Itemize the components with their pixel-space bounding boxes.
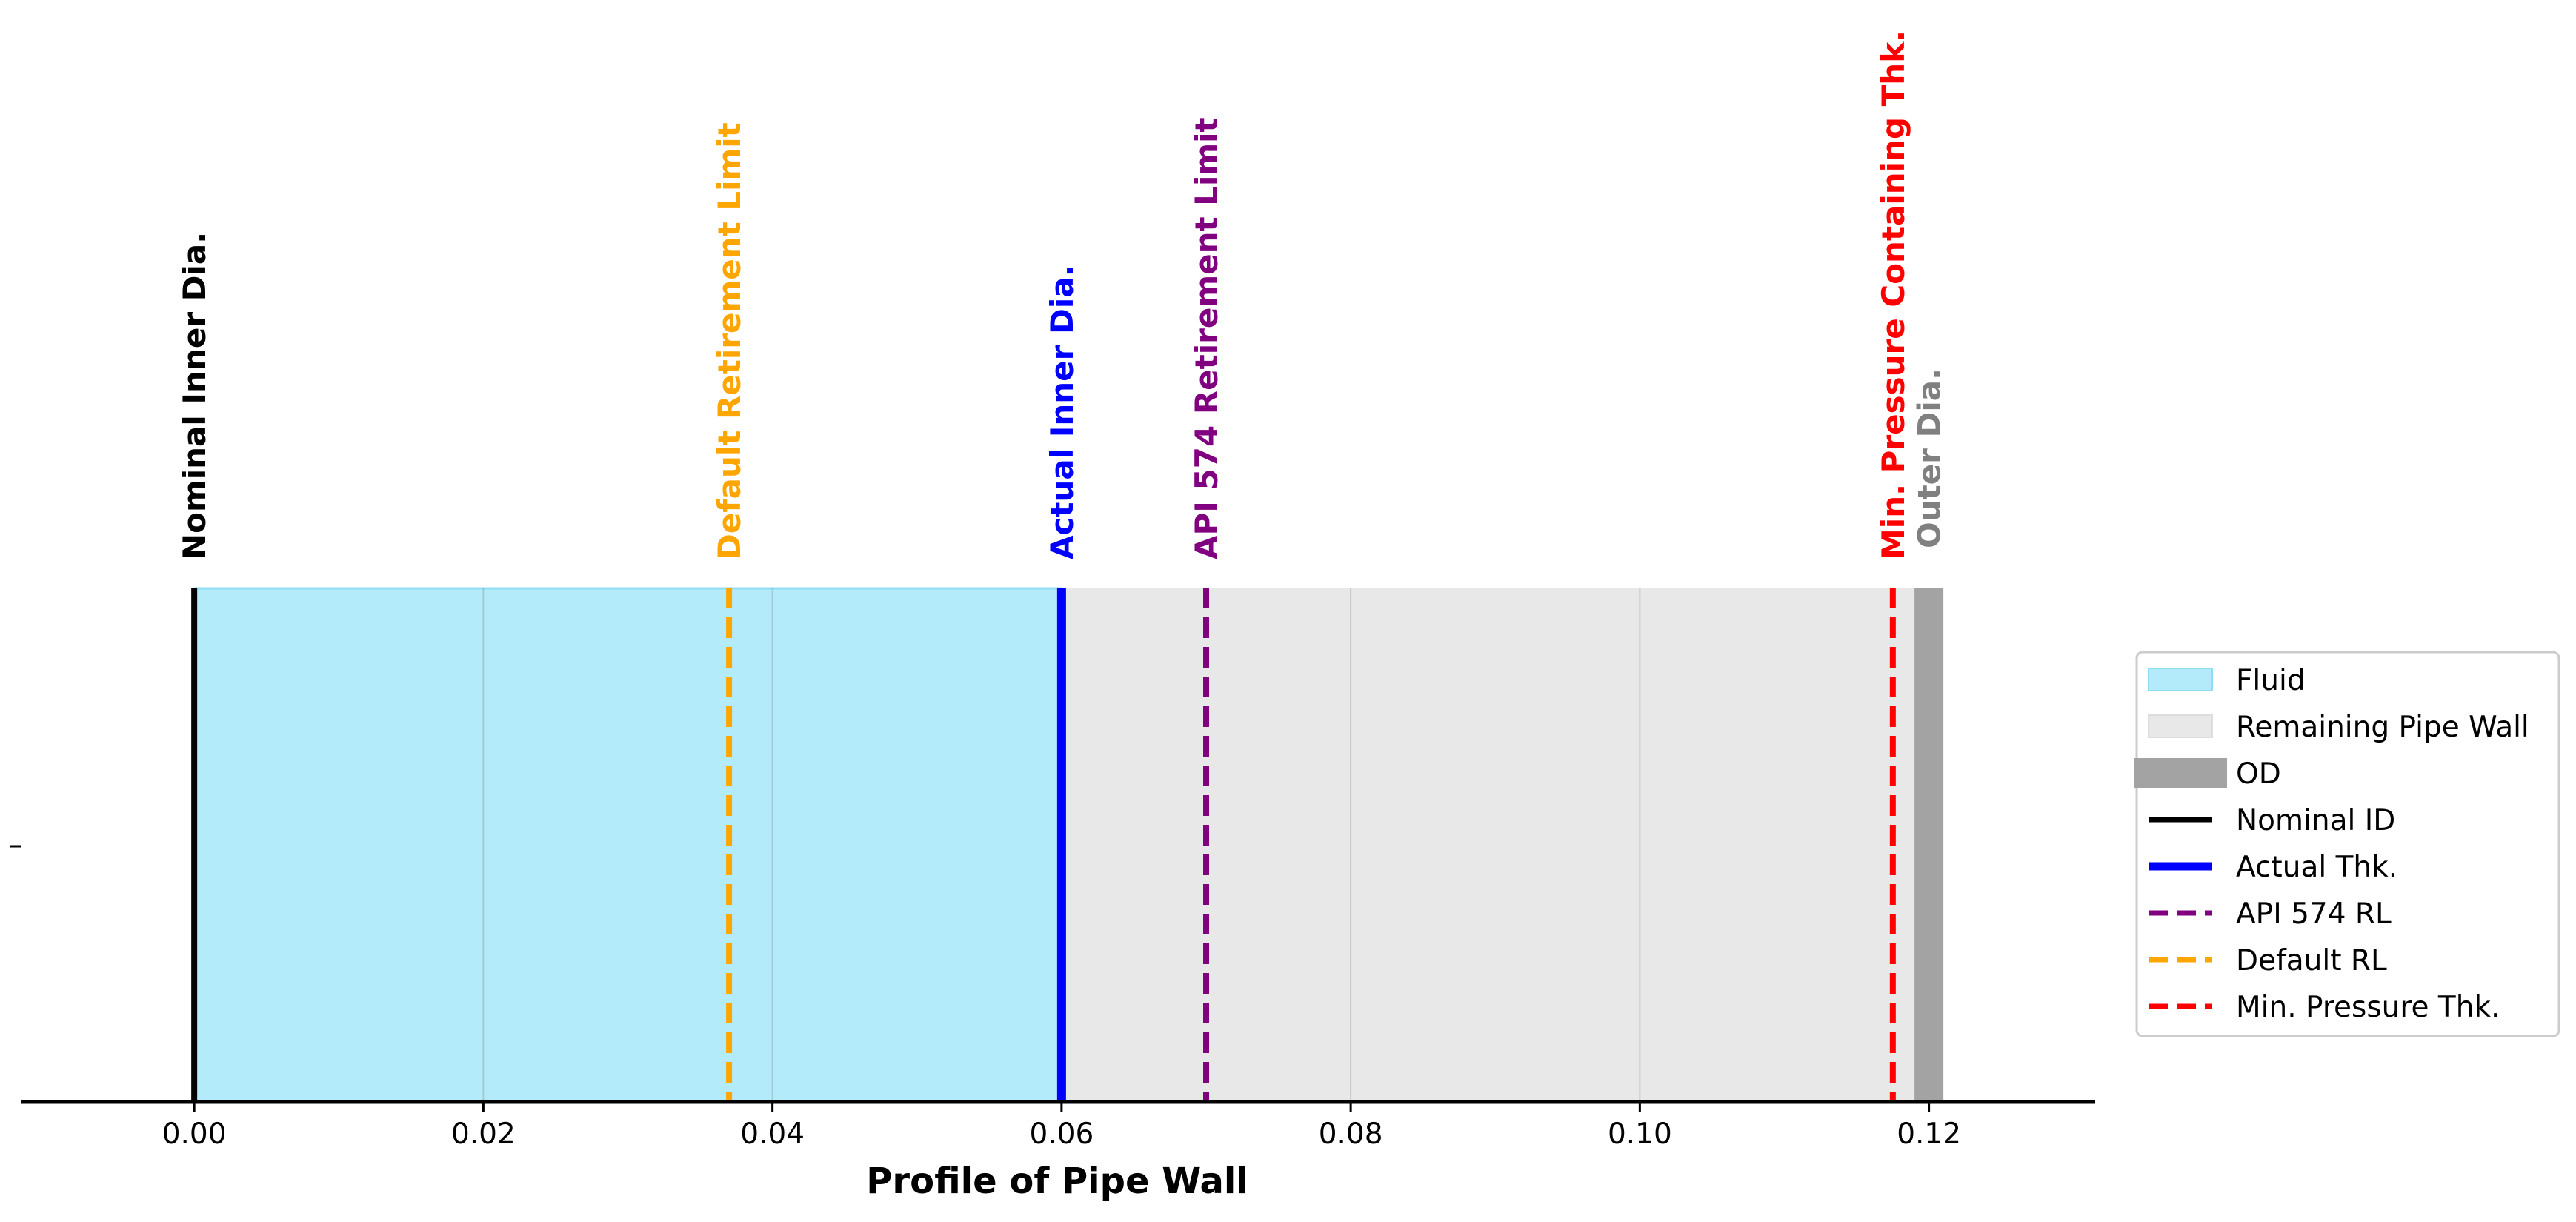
band-fluid — [194, 588, 1062, 1102]
x-tick-label: 0.02 — [451, 1118, 516, 1151]
legend-swatch-remaining-pipe-wall — [2148, 714, 2213, 738]
legend-label-remaining-pipe-wall: Remaining Pipe Wall — [2236, 711, 2529, 744]
marker-label-od: Outer Dia. — [1911, 368, 1948, 548]
legend-label-min-pressure-thk: Min. Pressure Thk. — [2236, 991, 2500, 1024]
marker-label-api-574-rl: API 574 Retirement Limit — [1188, 117, 1225, 559]
x-axis-title: Profile of Pipe Wall — [866, 1160, 1248, 1202]
legend-label-nominal-id: Nominal ID — [2236, 804, 2395, 837]
x-tick-label: 0.00 — [162, 1118, 227, 1151]
legend: Fluid Remaining Pipe Wall OD Nominal ID Actu… — [2134, 651, 2560, 1037]
legend-label-od: OD — [2236, 757, 2281, 791]
legend-label-fluid: Fluid — [2236, 664, 2306, 697]
marker-label-nominal-id: Nominal Inner Dia. — [176, 232, 213, 559]
markers-layer — [191, 588, 1896, 1102]
x-tick-label: 0.10 — [1608, 1118, 1672, 1151]
bands-layer — [194, 587, 1915, 1102]
band-remaining-pipe-wall — [1061, 588, 1915, 1102]
legend-label-actual-thk: Actual Thk. — [2236, 851, 2397, 884]
marker-label-default-rl: Default Retirement Limit — [711, 122, 748, 559]
marker-label-actual-thk: Actual Inner Dia. — [1044, 265, 1080, 559]
od-band-layer — [1914, 588, 1944, 1102]
x-tick-label: 0.12 — [1897, 1118, 1961, 1151]
marker-label-min-pressure-thk: Min. Pressure Containing Thk. — [1875, 30, 1911, 559]
legend-label-api-574-rl: API 574 RL — [2236, 897, 2392, 931]
axes-layer: 0.00 0.02 0.04 0.06 0.08 0.10 0.12 — [10, 845, 2095, 1151]
x-tick-label: 0.08 — [1319, 1118, 1383, 1151]
legend-frame — [2135, 651, 2560, 1037]
legend-swatch-fluid — [2148, 668, 2213, 691]
marker-labels-layer: Nominal Inner Dia. Default Retirement Lim… — [176, 30, 1947, 559]
band-od — [1914, 588, 1944, 1102]
legend-label-default-rl: Default RL — [2236, 944, 2387, 977]
x-tick-label: 0.04 — [740, 1118, 805, 1151]
x-tick-label: 0.06 — [1029, 1118, 1094, 1151]
